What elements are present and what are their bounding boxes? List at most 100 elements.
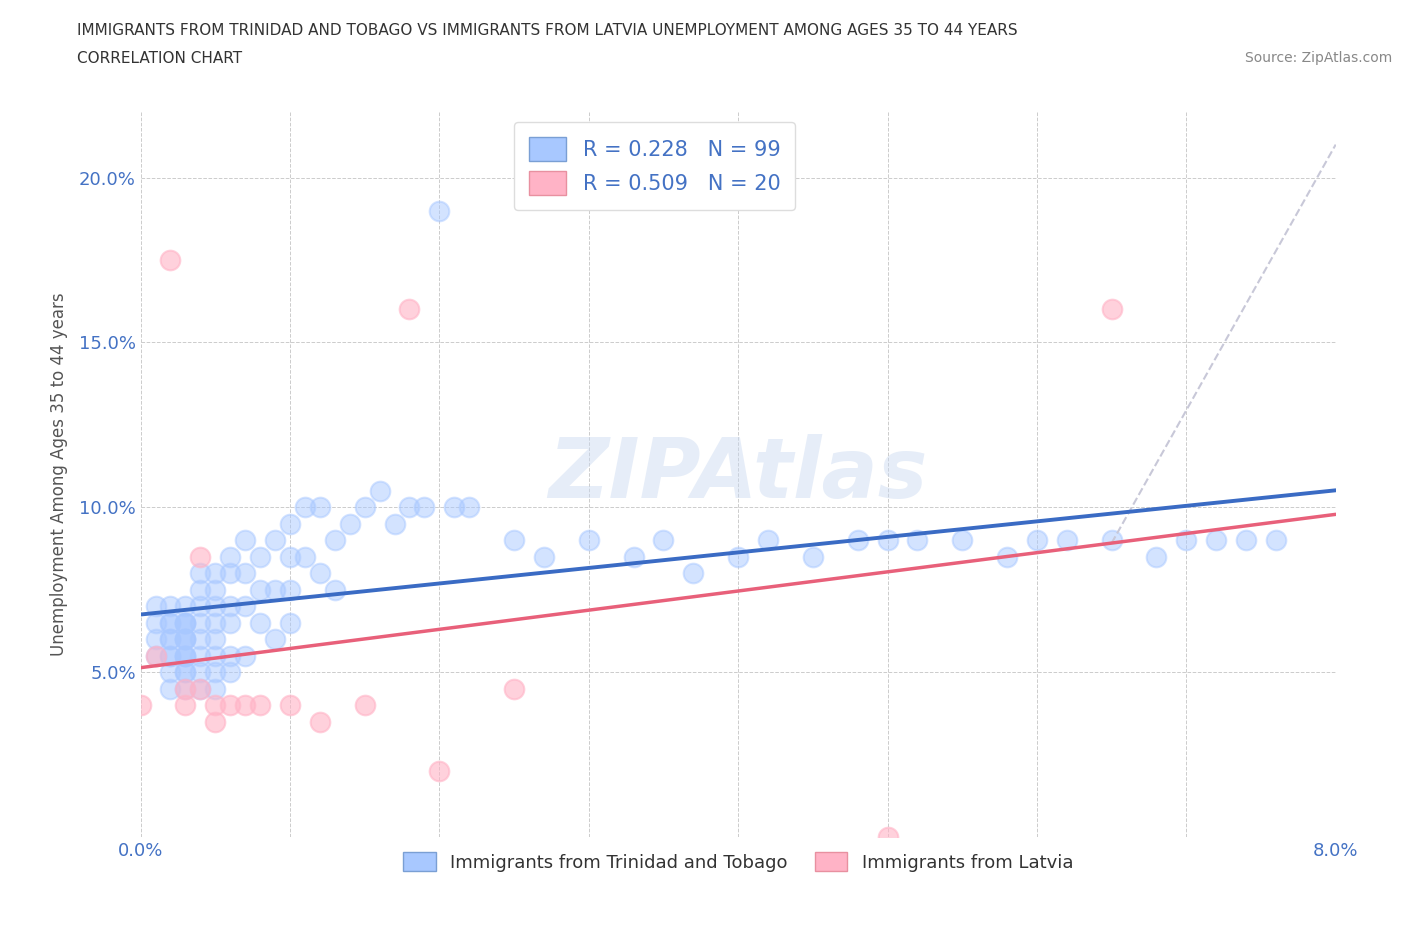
Point xyxy=(727,550,749,565)
Point xyxy=(129,698,152,712)
Point xyxy=(249,616,271,631)
Point xyxy=(1026,533,1049,548)
Point xyxy=(846,533,869,548)
Point xyxy=(264,631,287,646)
Point xyxy=(578,533,600,548)
Point xyxy=(204,665,226,680)
Point xyxy=(145,648,167,663)
Point xyxy=(1205,533,1227,548)
Point xyxy=(353,698,375,712)
Point xyxy=(188,616,212,631)
Point xyxy=(174,616,197,631)
Point xyxy=(204,714,226,729)
Point xyxy=(219,698,242,712)
Point xyxy=(174,665,197,680)
Point xyxy=(204,698,226,712)
Point xyxy=(188,665,212,680)
Point xyxy=(1056,533,1078,548)
Text: Source: ZipAtlas.com: Source: ZipAtlas.com xyxy=(1244,51,1392,65)
Point xyxy=(339,516,361,531)
Point xyxy=(876,830,898,844)
Y-axis label: Unemployment Among Ages 35 to 44 years: Unemployment Among Ages 35 to 44 years xyxy=(49,293,67,656)
Point xyxy=(398,302,420,317)
Point xyxy=(427,764,450,778)
Point xyxy=(159,665,181,680)
Point xyxy=(219,550,242,565)
Point xyxy=(233,565,256,580)
Point xyxy=(174,681,197,696)
Point xyxy=(174,631,197,646)
Point xyxy=(159,681,181,696)
Point xyxy=(159,631,181,646)
Point xyxy=(188,599,212,614)
Point xyxy=(204,565,226,580)
Point xyxy=(1234,533,1257,548)
Point xyxy=(249,582,271,597)
Point xyxy=(233,698,256,712)
Point xyxy=(174,648,197,663)
Point xyxy=(174,681,197,696)
Text: IMMIGRANTS FROM TRINIDAD AND TOBAGO VS IMMIGRANTS FROM LATVIA UNEMPLOYMENT AMONG: IMMIGRANTS FROM TRINIDAD AND TOBAGO VS I… xyxy=(77,23,1018,38)
Point xyxy=(159,616,181,631)
Point xyxy=(249,550,271,565)
Point xyxy=(1101,302,1123,317)
Point xyxy=(264,582,287,597)
Point xyxy=(174,631,197,646)
Point xyxy=(278,550,301,565)
Point xyxy=(801,550,824,565)
Point xyxy=(145,599,167,614)
Text: CORRELATION CHART: CORRELATION CHART xyxy=(77,51,242,66)
Point xyxy=(503,681,526,696)
Point xyxy=(204,582,226,597)
Point xyxy=(458,499,481,514)
Legend: Immigrants from Trinidad and Tobago, Immigrants from Latvia: Immigrants from Trinidad and Tobago, Imm… xyxy=(396,845,1080,879)
Point xyxy=(204,648,226,663)
Point xyxy=(652,533,675,548)
Point xyxy=(233,599,256,614)
Point xyxy=(219,648,242,663)
Point xyxy=(174,648,197,663)
Point xyxy=(398,499,420,514)
Point xyxy=(174,616,197,631)
Point xyxy=(323,582,346,597)
Point xyxy=(159,631,181,646)
Point xyxy=(204,616,226,631)
Point xyxy=(876,533,898,548)
Point xyxy=(294,550,316,565)
Point xyxy=(188,550,212,565)
Point xyxy=(174,599,197,614)
Point xyxy=(219,665,242,680)
Point xyxy=(145,616,167,631)
Point xyxy=(233,648,256,663)
Point xyxy=(995,550,1018,565)
Point xyxy=(264,533,287,548)
Point xyxy=(159,599,181,614)
Point xyxy=(204,681,226,696)
Point xyxy=(756,533,779,548)
Point xyxy=(413,499,436,514)
Point xyxy=(278,616,301,631)
Point xyxy=(309,499,332,514)
Point xyxy=(188,681,212,696)
Point xyxy=(188,582,212,597)
Point xyxy=(219,616,242,631)
Point xyxy=(174,698,197,712)
Point xyxy=(174,648,197,663)
Point xyxy=(174,616,197,631)
Point xyxy=(219,599,242,614)
Point xyxy=(188,681,212,696)
Point xyxy=(368,484,391,498)
Point xyxy=(278,582,301,597)
Point xyxy=(204,631,226,646)
Point xyxy=(145,631,167,646)
Point xyxy=(159,616,181,631)
Point xyxy=(188,648,212,663)
Point xyxy=(950,533,973,548)
Text: ZIPAtlas: ZIPAtlas xyxy=(548,433,928,515)
Point xyxy=(174,631,197,646)
Point xyxy=(233,533,256,548)
Point xyxy=(1265,533,1288,548)
Point xyxy=(249,698,271,712)
Point xyxy=(323,533,346,548)
Point xyxy=(384,516,406,531)
